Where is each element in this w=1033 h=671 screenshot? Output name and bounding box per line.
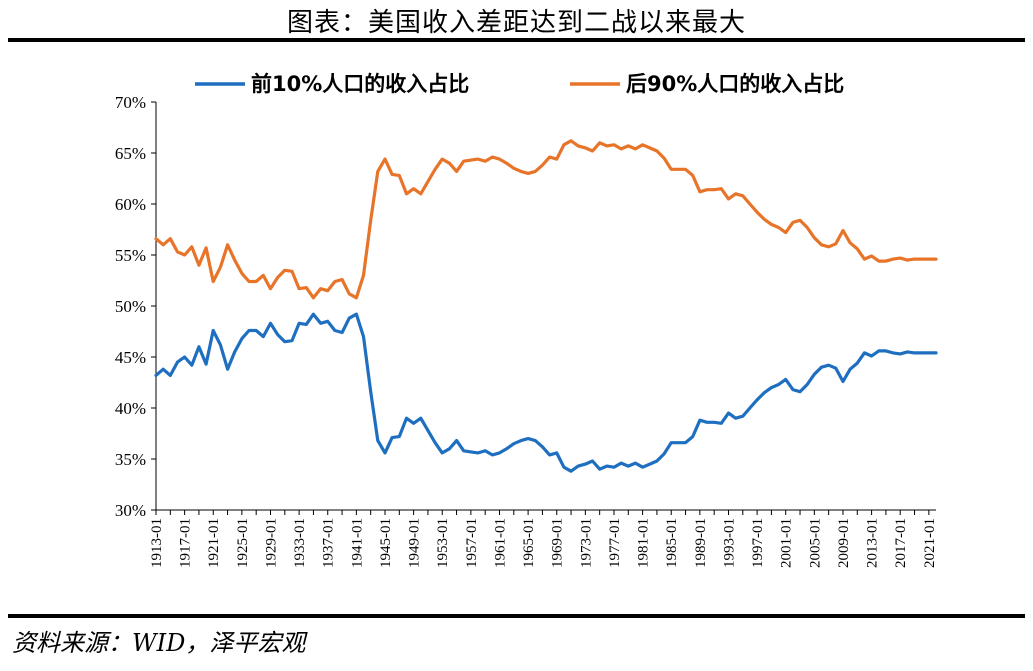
y-tick-label: 55% <box>115 246 146 265</box>
x-tick-label: 1997-01 <box>750 518 766 568</box>
y-tick-label: 45% <box>115 348 146 367</box>
x-tick-label: 1981-01 <box>636 518 652 568</box>
x-tick-label: 1973-01 <box>578 518 594 568</box>
x-tick-label: 1941-01 <box>349 518 365 568</box>
x-tick-label: 1993-01 <box>721 518 737 568</box>
series-line-2 <box>154 139 938 300</box>
x-tick-label: 1957-01 <box>464 518 480 568</box>
x-tick-label: 1929-01 <box>263 518 279 568</box>
x-tick-label: 1949-01 <box>407 518 423 568</box>
legend-label-2: 后90%人口的收入占比 <box>626 72 844 96</box>
y-tick-label: 70% <box>115 93 146 112</box>
y-tick-label: 65% <box>115 144 146 163</box>
x-tick-label: 1953-01 <box>435 518 451 568</box>
x-tick-label: 1921-01 <box>206 518 222 568</box>
top-rule <box>8 38 1025 42</box>
source-note: 资料来源：WID，泽平宏观 <box>12 629 306 657</box>
x-tick-label: 1925-01 <box>235 518 251 568</box>
x-tick-label: 1977-01 <box>607 518 623 568</box>
y-tick-label: 30% <box>115 501 146 520</box>
x-tick-label: 1937-01 <box>321 518 337 568</box>
axes: 30% 35% 40% 45% 50% 55% 60% 65% 70% 1913-01 1917-0… <box>115 93 938 568</box>
y-tick-label: 40% <box>115 399 146 418</box>
bottom-rule <box>8 614 1025 618</box>
x-tick-label: 1969-01 <box>550 518 566 568</box>
legend-label-1: 前10%人口的收入占比 <box>251 72 469 96</box>
x-tick-label: 2005-01 <box>807 518 823 568</box>
x-tick-label: 1965-01 <box>521 518 537 568</box>
legend: 前10%人口的收入占比 后90%人口的收入占比 <box>195 72 844 96</box>
x-tick-label: 2009-01 <box>836 518 852 568</box>
x-tick-label: 1933-01 <box>292 518 308 568</box>
y-tick-label: 50% <box>115 297 146 316</box>
x-tick-label: 1945-01 <box>378 518 394 568</box>
page-title: 图表：美国收入差距达到二战以来最大 <box>286 8 746 38</box>
x-tick-label: 1913-01 <box>149 518 165 568</box>
series-layer <box>154 139 938 473</box>
x-tick-label: 1917-01 <box>178 518 194 568</box>
x-tick-label: 2013-01 <box>865 518 881 568</box>
y-tick-label: 60% <box>115 195 146 214</box>
series-line-1 <box>154 312 938 473</box>
x-tick-label: 1961-01 <box>492 518 508 568</box>
x-tick-label: 2021-01 <box>922 518 938 568</box>
x-tick-label: 1989-01 <box>693 518 709 568</box>
x-tick-label: 1985-01 <box>664 518 680 568</box>
x-tick-label: 2017-01 <box>893 518 909 568</box>
income-share-chart: 前10%人口的收入占比 后90%人口的收入占比 30% 35% 40% 45% 50% 55… <box>115 72 938 568</box>
x-tick-label: 2001-01 <box>779 518 795 568</box>
y-tick-label: 35% <box>115 450 146 469</box>
